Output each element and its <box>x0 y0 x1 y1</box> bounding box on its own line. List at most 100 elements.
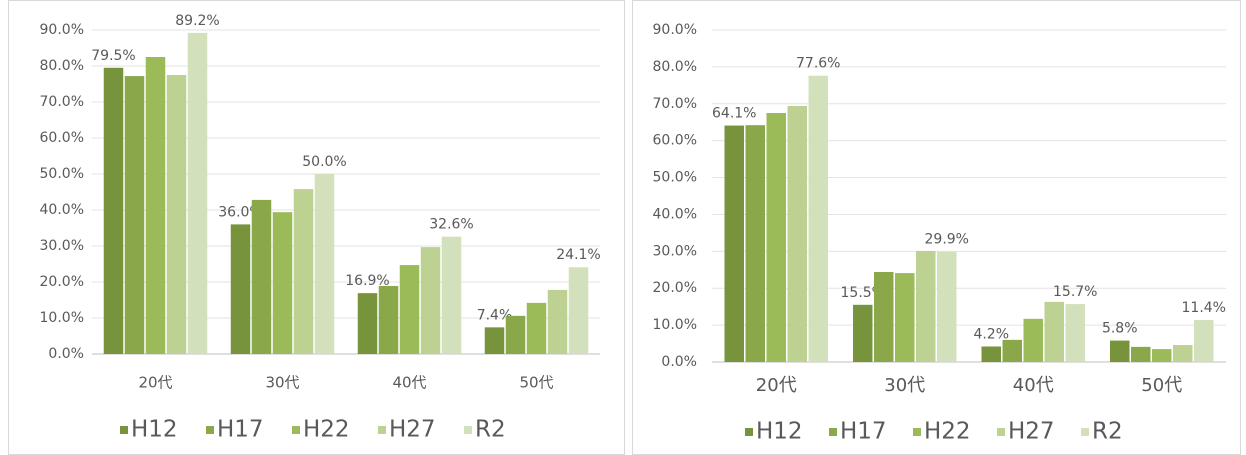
data-label: 32.6% <box>429 217 473 233</box>
data-label: 50.0% <box>302 154 346 170</box>
y-tick-label: 30.0% <box>40 238 84 254</box>
x-tick-label: 50代 <box>519 374 553 392</box>
x-tick-label: 50代 <box>1141 375 1182 396</box>
y-tick-label: 10.0% <box>40 310 84 326</box>
bar <box>293 189 314 354</box>
y-tick-label: 20.0% <box>653 280 697 296</box>
y-tick-label: 30.0% <box>653 243 697 259</box>
legend-swatch <box>120 426 128 434</box>
bar <box>1152 349 1172 362</box>
bar <box>1002 339 1022 362</box>
bar <box>505 315 526 354</box>
bar <box>981 346 1001 362</box>
bar <box>484 327 505 354</box>
data-label: 64.1% <box>712 106 756 122</box>
legend-label: H27 <box>1008 419 1055 445</box>
y-tick-label: 60.0% <box>40 130 84 146</box>
legend-label: H22 <box>303 417 350 443</box>
legend-swatch <box>292 426 300 434</box>
bar <box>357 293 378 354</box>
legend-swatch <box>745 428 753 436</box>
bar <box>724 125 744 362</box>
data-label: 79.5% <box>91 48 135 64</box>
y-tick-label: 50.0% <box>653 170 697 186</box>
legend-label: H17 <box>840 419 887 445</box>
bar <box>441 236 462 354</box>
bar <box>787 105 807 362</box>
bar <box>547 289 568 354</box>
bar <box>916 250 936 362</box>
y-tick-label: 90.0% <box>653 22 697 38</box>
legend-label: H12 <box>131 417 178 443</box>
bar <box>895 273 915 362</box>
x-tick-label: 30代 <box>884 375 925 396</box>
legend-swatch <box>206 426 214 434</box>
x-tick-label: 40代 <box>1013 375 1054 396</box>
x-tick-label: 20代 <box>756 375 797 396</box>
data-label: 11.4% <box>1182 300 1226 316</box>
legend-label: R2 <box>1092 419 1123 445</box>
bar <box>874 271 894 362</box>
bar <box>766 113 786 362</box>
data-label: 29.9% <box>925 232 969 248</box>
legend-label: H17 <box>217 417 264 443</box>
x-tick-label: 30代 <box>265 374 299 392</box>
y-tick-label: 50.0% <box>40 166 84 182</box>
data-label: 7.4% <box>477 307 513 323</box>
bar <box>166 75 187 354</box>
bar <box>378 285 399 354</box>
y-tick-label: 0.0% <box>661 354 697 370</box>
legend-swatch <box>464 426 472 434</box>
legend-swatch <box>378 426 386 434</box>
y-tick-label: 60.0% <box>653 133 697 149</box>
data-label: 15.5% <box>841 285 885 301</box>
bar <box>526 302 547 354</box>
y-tick-label: 40.0% <box>653 206 697 222</box>
legend-swatch <box>829 428 837 436</box>
data-label: 16.9% <box>345 273 389 289</box>
bar <box>420 247 441 354</box>
legend-label: H22 <box>924 419 971 445</box>
bar <box>853 304 873 362</box>
bar <box>568 267 589 354</box>
y-tick-label: 40.0% <box>40 202 84 218</box>
bar <box>145 57 166 354</box>
x-tick-label: 20代 <box>138 374 172 392</box>
legend-swatch <box>1081 428 1089 436</box>
bar <box>251 199 272 354</box>
data-label: 89.2% <box>175 13 219 29</box>
bar <box>1131 346 1151 362</box>
bar <box>1110 340 1130 362</box>
data-label: 77.6% <box>796 56 840 72</box>
bar <box>314 174 335 354</box>
data-label: 36.0% <box>218 204 262 220</box>
y-tick-label: 80.0% <box>653 59 697 75</box>
bar <box>808 75 828 363</box>
y-tick-label: 10.0% <box>653 317 697 333</box>
bar <box>399 265 420 354</box>
bar <box>230 224 251 354</box>
bar <box>124 76 145 354</box>
bar <box>1023 318 1043 362</box>
y-tick-label: 70.0% <box>40 94 84 110</box>
y-tick-label: 80.0% <box>40 58 84 74</box>
legend-label: H27 <box>389 417 436 443</box>
bar <box>1173 345 1193 362</box>
legend-label: H12 <box>756 419 803 445</box>
y-tick-label: 90.0% <box>40 22 84 38</box>
bar <box>103 67 124 355</box>
data-label: 5.8% <box>1102 321 1138 337</box>
legend-swatch <box>997 428 1005 436</box>
data-label: 4.2% <box>973 327 1009 343</box>
bar <box>937 251 957 362</box>
y-tick-label: 0.0% <box>48 346 84 362</box>
bar <box>745 125 765 362</box>
legend-label: R2 <box>475 417 506 443</box>
data-label: 24.1% <box>556 247 600 263</box>
y-tick-label: 20.0% <box>40 274 84 290</box>
bar <box>1065 304 1085 362</box>
bar <box>1194 319 1214 362</box>
bar <box>187 32 208 354</box>
